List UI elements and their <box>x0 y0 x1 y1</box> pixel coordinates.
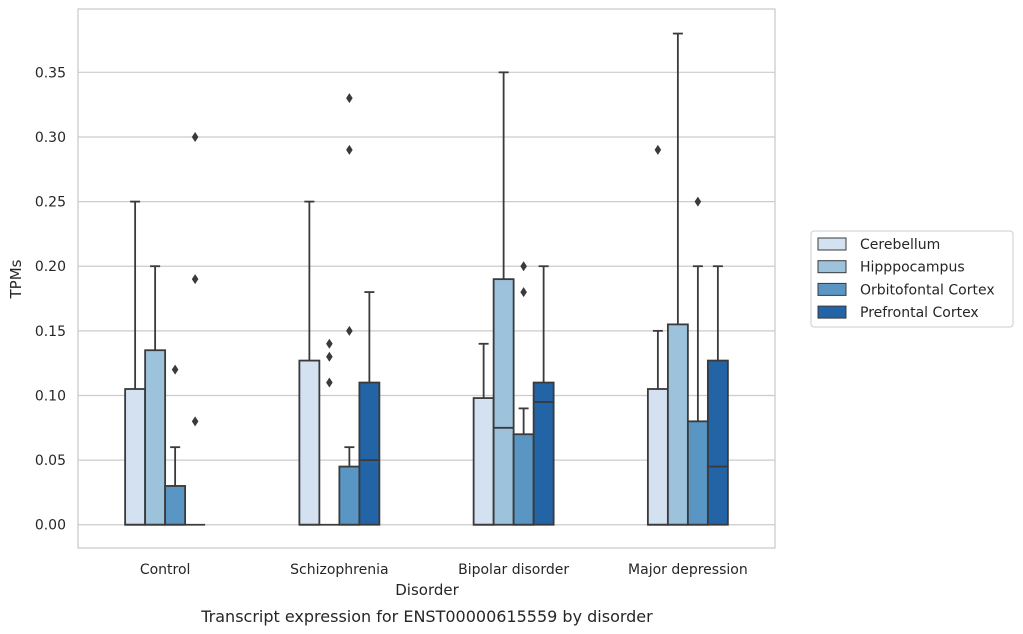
box-plots <box>124 32 729 526</box>
box-orbitofontal-cortex <box>512 261 535 526</box>
outlier-marker <box>520 287 527 298</box>
box-body <box>124 388 147 526</box>
legend-swatch <box>817 305 847 319</box>
outlier-marker <box>326 351 333 362</box>
outlier-marker <box>694 196 702 207</box>
chart-caption: Transcript expression for ENST0000061555… <box>200 607 653 626</box>
outlier-marker <box>191 131 199 142</box>
y-axis-ticks: 0.00 0.05 0.10 0.15 0.20 0.25 0.30 0.35 <box>35 65 66 533</box>
box-body <box>646 388 669 526</box>
outlier-marker <box>346 93 353 104</box>
y-tick-label: 0.35 <box>35 65 66 81</box>
x-axis-ticks: Control Schizophrenia Bipolar disorder Majo… <box>140 562 748 578</box>
legend-label: Orbitofontal Cortex <box>860 282 995 298</box>
y-tick-label: 0.20 <box>35 259 66 275</box>
legend-label: Prefrontal Cortex <box>860 305 979 321</box>
box-hipppocampus <box>666 32 689 526</box>
legend-frame <box>810 230 1014 328</box>
box-body <box>338 465 361 526</box>
box-prefrontal-cortex <box>532 265 555 526</box>
legend-swatch <box>817 282 847 296</box>
box-orbitofontal-cortex <box>164 364 187 526</box>
y-tick-label: 0.00 <box>35 518 66 534</box>
y-tick-label: 0.05 <box>35 453 66 469</box>
box-body <box>512 433 535 526</box>
box-body <box>492 278 515 526</box>
box-orbitofontal-cortex <box>686 196 709 526</box>
outlier-marker <box>326 377 333 388</box>
box-body <box>666 323 689 526</box>
box-body <box>164 485 187 526</box>
y-axis-label: TPMs <box>7 259 25 299</box>
outlier-marker <box>191 274 199 285</box>
y-tick-label: 0.15 <box>35 324 66 340</box>
plot-area-frame <box>77 8 776 549</box>
box-cerebellum <box>124 200 147 526</box>
outlier-marker <box>326 338 333 349</box>
x-tick-label: Schizophrenia <box>290 562 388 578</box>
y-tick-label: 0.25 <box>35 195 66 211</box>
box-body <box>472 397 495 526</box>
outlier-marker <box>171 364 179 375</box>
box-prefrontal-cortex <box>358 291 381 526</box>
x-tick-label: Major depression <box>628 562 748 578</box>
box-hipppocampus <box>144 265 167 526</box>
x-axis-label: Disorder <box>395 581 459 599</box>
y-tick-label: 0.10 <box>35 388 66 404</box>
outlier-marker <box>654 144 662 155</box>
box-hipppocampus <box>319 338 340 526</box>
box-prefrontal-cortex <box>706 265 729 526</box>
legend-swatch <box>817 237 847 251</box>
outlier-marker <box>346 144 353 155</box>
box-body <box>706 359 729 526</box>
outlier-marker <box>191 416 199 427</box>
box-body <box>144 349 167 526</box>
box-cerebellum <box>298 200 321 526</box>
box-body <box>298 359 321 526</box>
outlier-marker <box>520 261 527 272</box>
box-body <box>532 381 555 526</box>
outlier-marker <box>346 325 353 336</box>
y-tick-label: 0.30 <box>35 130 66 146</box>
legend-swatch <box>817 260 847 274</box>
legend: Cerebellum Hipppocampus Orbitofontal Corte… <box>810 230 1014 328</box>
box-body <box>686 420 709 526</box>
box-orbitofontal-cortex <box>338 93 361 526</box>
box-prefrontal-cortex <box>185 131 206 526</box>
x-tick-label: Bipolar disorder <box>458 562 569 578</box>
box-hipppocampus <box>492 71 515 526</box>
box-cerebellum <box>472 342 495 526</box>
box-body <box>358 381 381 526</box>
x-tick-label: Control <box>140 562 191 578</box>
legend-label: Hipppocampus <box>860 260 965 276</box>
legend-label: Cerebellum <box>860 237 940 253</box>
